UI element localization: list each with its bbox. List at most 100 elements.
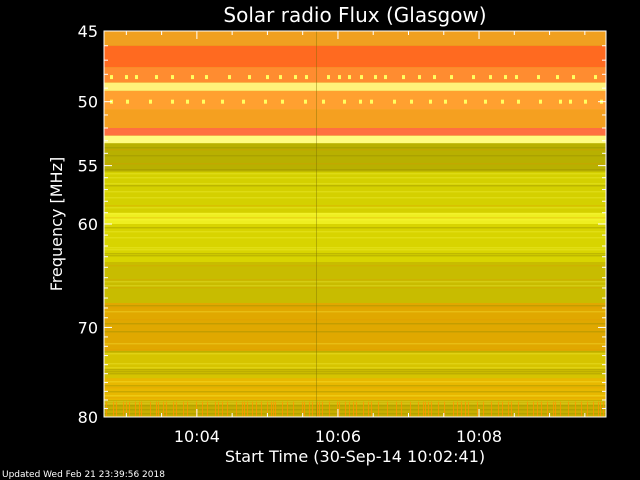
artifact-dot [504,75,507,80]
burst-line [247,401,248,417]
frequency-band [104,45,606,68]
texture-line [104,217,606,219]
texture-line [104,237,606,239]
burst-line [156,401,157,417]
burst-line [457,401,458,417]
texture-line [104,305,606,307]
artifact-dot [489,75,492,80]
texture-line [104,279,606,281]
artifact-dot [360,75,363,80]
burst-line [438,401,439,417]
artifact-dot [186,99,189,104]
frequency-band [104,378,606,401]
artifact-dot [221,99,224,104]
artifact-dot [242,99,245,104]
artifact-dot [294,75,297,80]
texture-line [104,169,606,171]
time-gap-line [316,31,317,417]
artifact-dot [393,99,396,104]
texture-line [104,387,606,389]
burst-line [465,401,466,417]
burst-line [282,401,283,417]
artifact-dot [374,75,377,80]
burst-line [560,401,561,417]
burst-line [502,401,503,417]
texture-line [104,391,606,393]
burst-line [244,401,245,417]
y-tick-label: 70 [78,318,98,337]
artifact-dot [402,75,405,80]
artifact-dot [572,75,575,80]
x-axis-label: Start Time (30-Sep-14 10:02:41) [225,447,485,466]
burst-line [356,401,357,417]
artifact-dot [559,99,562,104]
burst-line [527,401,528,417]
texture-line [104,163,606,165]
burst-line [287,401,288,417]
artifact-dot [202,99,205,104]
burst-line [215,401,216,417]
artifact-dot [537,75,540,80]
artifact-dot [464,99,467,104]
burst-line [207,401,208,417]
burst-line [349,401,350,417]
texture-line [104,401,606,403]
artifact-dot [429,99,432,104]
burst-line [431,401,432,417]
texture-line [104,405,606,407]
texture-line [104,183,606,185]
texture-line [104,265,606,267]
burst-line [267,401,268,417]
texture-line [104,185,606,187]
artifact-dot [539,99,542,104]
burst-line [477,401,478,417]
burst-line [401,401,402,417]
x-tick-label: 10:06 [315,427,361,446]
texture-line [104,247,606,249]
texture-line [104,349,606,351]
burst-line [425,401,426,417]
texture-line [104,219,606,221]
texture-line [104,371,606,373]
artifact-dot [125,75,128,80]
artifact-dot [343,99,346,104]
frequency-band [104,67,606,83]
artifact-dot [205,75,208,80]
texture-line [104,213,606,215]
frequency-band [104,127,606,136]
burst-line [176,401,177,417]
burst-line [468,401,469,417]
burst-line [166,401,167,417]
burst-line [227,401,228,417]
texture-line [104,395,606,397]
burst-line [368,401,369,417]
burst-line [106,401,107,417]
artifact-dot [501,99,504,104]
chart-title: Solar radio Flux (Glasgow) [223,3,486,27]
burst-line [123,401,124,417]
burst-line [428,401,429,417]
burst-line [363,401,364,417]
burst-line [410,401,411,417]
artifact-dot [418,75,421,80]
artifact-dot [584,99,587,104]
burst-line [555,401,556,417]
x-tick-label: 10:04 [174,427,220,446]
artifact-dot [338,75,341,80]
texture-line [104,397,606,399]
artifact-dot [370,99,373,104]
artifact-dot [322,99,325,104]
artifact-dot [444,99,447,104]
burst-line [339,401,340,417]
y-tick-label: 55 [78,157,98,176]
artifact-dot [305,75,308,80]
burst-line [135,401,136,417]
burst-line [141,401,142,417]
artifact-dot [264,99,267,104]
artifact-dot [191,75,194,80]
y-tick-labels: 45 50 55 60 70 80 [78,22,98,427]
burst-line [242,401,243,417]
artifact-dot [517,99,520,104]
texture-line [104,311,606,313]
